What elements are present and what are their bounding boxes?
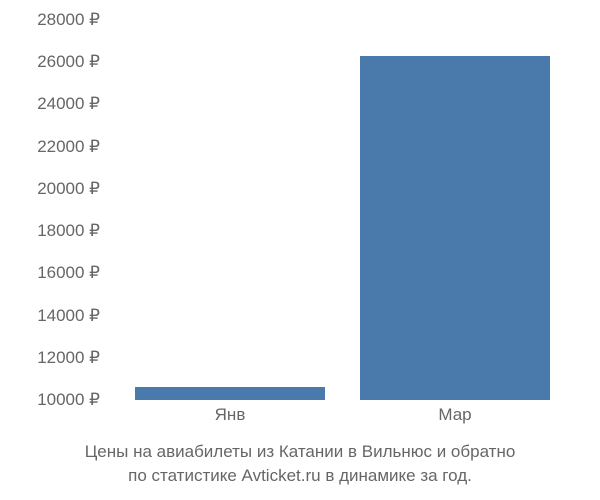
- chart-caption: Цены на авиабилеты из Катании в Вильнюс …: [0, 440, 600, 488]
- x-tick-label: Мар: [438, 405, 471, 425]
- bar: [360, 56, 550, 400]
- y-tick-label: 22000 ₽: [37, 137, 100, 157]
- y-tick-label: 18000 ₽: [37, 221, 100, 241]
- y-tick-label: 12000 ₽: [37, 348, 100, 368]
- caption-line-1: Цены на авиабилеты из Катании в Вильнюс …: [85, 442, 516, 461]
- y-tick-label: 24000 ₽: [37, 94, 100, 114]
- caption-line-2: по статистике Avticket.ru в динамике за …: [128, 466, 472, 485]
- y-tick-label: 16000 ₽: [37, 263, 100, 283]
- y-tick-label: 14000 ₽: [37, 306, 100, 326]
- y-tick-label: 10000 ₽: [37, 390, 100, 410]
- y-axis: 10000 ₽12000 ₽14000 ₽16000 ₽18000 ₽20000…: [0, 20, 105, 400]
- y-tick-label: 28000 ₽: [37, 10, 100, 30]
- bar: [135, 387, 325, 400]
- x-tick-label: Янв: [215, 405, 246, 425]
- plot-area: [110, 20, 560, 400]
- y-tick-label: 20000 ₽: [37, 179, 100, 199]
- y-tick-label: 26000 ₽: [37, 52, 100, 72]
- x-axis: Янв Мар: [110, 405, 560, 435]
- price-chart: 10000 ₽ 12000 ₽ 14000 ₽ 16000 ₽ 18000 ₽ 20000…: [0, 0, 600, 500]
